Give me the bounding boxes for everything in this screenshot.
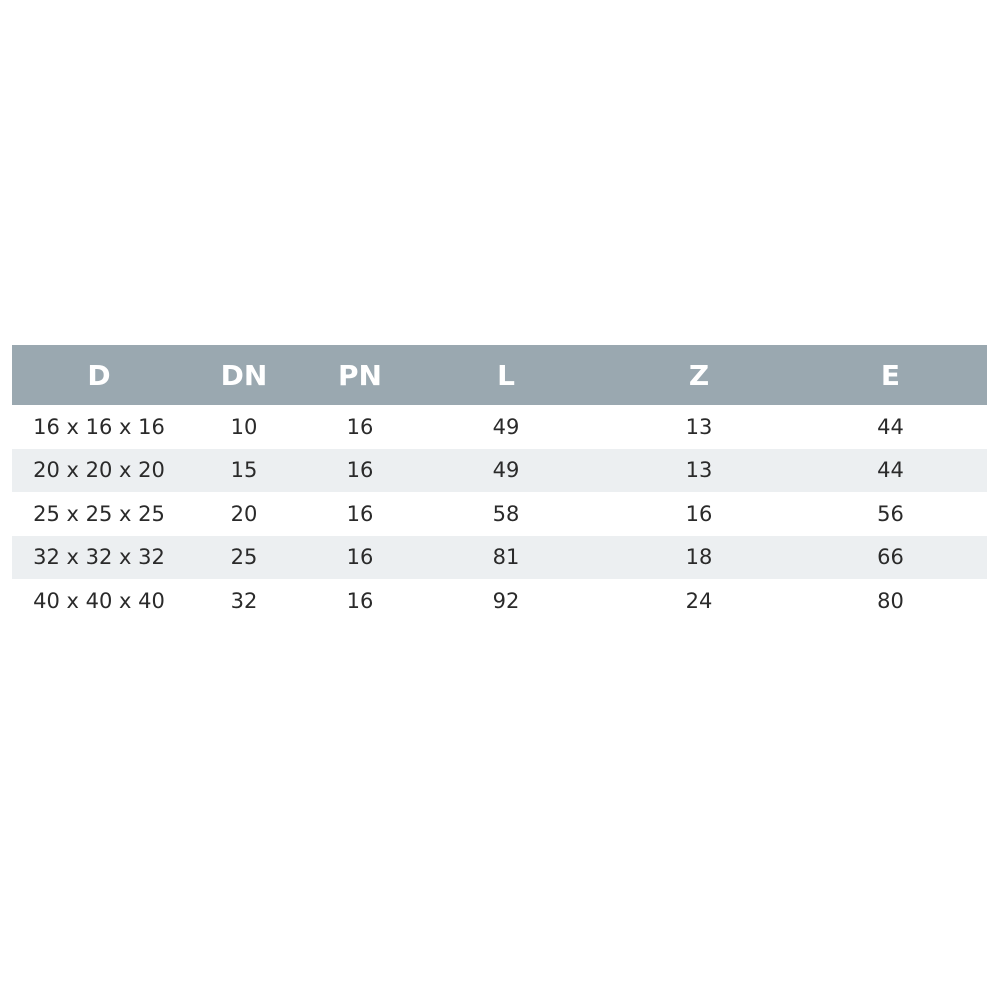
cell-pn: 16: [346, 501, 374, 526]
cell-pn: 16: [346, 414, 374, 439]
table-header-row: D DN PN L Z E: [12, 345, 987, 405]
cell-e: 66: [877, 545, 904, 570]
cell-z: 13: [685, 414, 713, 439]
cell-dn: 10: [230, 414, 258, 439]
table-row: 40 x 40 x 40 32 16 92 24 80: [12, 579, 987, 623]
cell-pn: 16: [346, 458, 374, 483]
header-e: E: [880, 358, 901, 392]
cell-z: 13: [685, 458, 713, 483]
cell-e: 44: [877, 458, 904, 483]
cell-e: 56: [877, 501, 904, 526]
cell-pn: 16: [346, 545, 374, 570]
cell-dn: 32: [230, 588, 258, 613]
dimensions-table: D DN PN L Z E 16 x 16 x 16 10 16 49 13 44 20 x…: [12, 345, 987, 623]
cell-d: 40 x 40 x 40: [33, 588, 165, 613]
cell-l: 49: [492, 414, 520, 439]
cell-z: 16: [685, 501, 713, 526]
cell-z: 18: [685, 545, 713, 570]
cell-d: 16 x 16 x 16: [33, 414, 165, 439]
table-row: 16 x 16 x 16 10 16 49 13 44: [12, 405, 987, 449]
cell-dn: 25: [230, 545, 258, 570]
header-pn: PN: [338, 358, 382, 392]
header-l: L: [497, 358, 515, 392]
cell-l: 49: [492, 458, 520, 483]
cell-d: 20 x 20 x 20: [33, 458, 165, 483]
cell-d: 25 x 25 x 25: [33, 501, 165, 526]
cell-e: 44: [877, 414, 904, 439]
header-dn: DN: [220, 358, 268, 392]
table-row: 32 x 32 x 32 25 16 81 18 66: [12, 535, 987, 579]
cell-d: 32 x 32 x 32: [33, 545, 165, 570]
cell-l: 92: [492, 588, 520, 613]
cell-pn: 16: [346, 588, 374, 613]
table-row: 20 x 20 x 20 15 16 49 13 44: [12, 448, 987, 492]
cell-l: 81: [492, 545, 520, 570]
cell-z: 24: [685, 588, 713, 613]
cell-dn: 15: [230, 458, 258, 483]
cell-dn: 20: [230, 501, 258, 526]
header-d: D: [87, 358, 111, 392]
header-z: Z: [688, 358, 710, 392]
table-row: 25 x 25 x 25 20 16 58 16 56: [12, 492, 987, 536]
cell-l: 58: [492, 501, 520, 526]
cell-e: 80: [877, 588, 904, 613]
